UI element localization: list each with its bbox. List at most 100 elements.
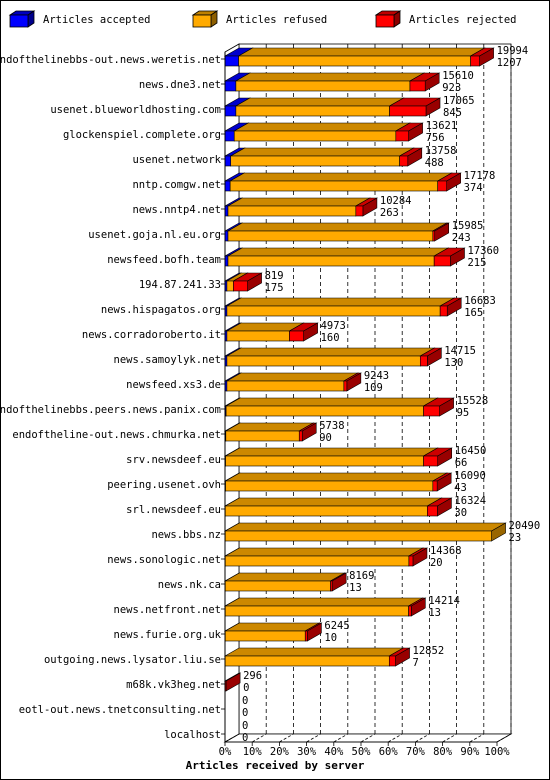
y-category-label-21: news.nk.ca [158,579,221,591]
legend-label-rejected: Articles rejected [409,14,516,26]
bar-segment-refused [235,105,390,117]
bar-segment-rejected [439,305,448,317]
x-tick-label-10: 100% [484,746,510,758]
floor-line-7 [415,733,430,743]
bar-segment-refused [227,230,434,242]
y-category-label-5: nntp.comgw.net [132,179,221,191]
bar-segment-rejected [388,655,396,667]
value-label-accepted-6: 263 [380,207,399,219]
bar-segment-rejected [423,405,440,417]
bar-segment-refused [226,280,234,292]
value-label-accepted-26: 0 [242,707,248,719]
bar-segment-rejected [408,605,412,617]
bar-group-24 [223,647,411,667]
value-label-total-0: 19994 [497,45,529,57]
bar-group-13 [223,372,362,392]
bar-top-refused [224,547,425,557]
bar-segment-rejected [432,230,436,242]
y-category-label-3: glockenspiel.complete.org [63,129,221,141]
bar-segment-refused [227,255,435,267]
y-category-label-0: endofthelinebbs-out.news.weretis.net [0,54,221,66]
bar-segment-refused [233,130,397,142]
x-tick-label-4: 40% [324,746,344,758]
bar-segment-refused [225,480,434,492]
bar-group-20 [223,547,429,567]
bar-segment-rejected [433,255,451,267]
bar-group-7 [223,222,450,242]
bar-top-refused [225,347,436,357]
bar-segment-rejected [233,280,248,292]
bar-segment-refused [235,80,411,92]
value-label-total-7: 15985 [452,220,484,232]
bar-group-15 [223,422,318,442]
x-tick-label-7: 70% [406,746,426,758]
y-category-label-18: srl.newsdeef.eu [126,504,221,516]
floor-line-8 [442,733,457,743]
bar-segment-refused [238,55,471,67]
value-label-accepted-20: 20 [430,557,443,569]
bar-group-9 [223,272,263,292]
y-category-label-22: news.netfront.net [114,604,221,616]
value-label-total-11: 4973 [321,320,346,332]
bar-top-refused [224,497,443,507]
bar-segment-rejected [298,430,303,442]
bar-segment-rejected [355,205,364,217]
bar-segment-refused [225,455,424,467]
value-label-total-23: 6245 [324,620,349,632]
value-label-accepted-4: 488 [425,157,444,169]
bar-top-refused [234,72,426,82]
bar-group-10 [223,297,463,317]
bar-segment-refused [224,530,492,542]
bar-segment-rejected [330,580,333,592]
bar-segment-refused [226,305,441,317]
bar-segment-refused [227,205,357,217]
y-category-label-1: news.dne3.net [139,79,221,91]
bar-top-refused [224,522,507,532]
bar-top-refused [224,472,448,482]
bar-group-11 [223,322,319,342]
bar-segment-refused [230,155,400,167]
value-label-accepted-18: 30 [454,507,467,519]
value-label-total-22: 14214 [428,595,460,607]
value-label-total-3: 13621 [426,120,458,132]
value-label-total-14: 15528 [457,395,489,407]
value-label-accepted-22: 13 [428,607,441,619]
y-category-label-7: usenet.goja.nl.eu.org [88,229,221,241]
bar-segment-refused [226,355,421,367]
value-label-accepted-17: 43 [454,482,467,494]
y-category-label-16: srv.newsdeef.eu [126,454,221,466]
value-label-total-12: 14715 [444,345,476,357]
bar-group-16 [223,447,453,467]
bar-top-refused [226,197,371,207]
y-category-label-13: newsfeed.xs3.de [126,379,221,391]
value-label-accepted-14: 95 [457,407,470,419]
bar-top-refused [225,372,359,382]
y-category-label-23: news.furie.org.uk [114,629,222,641]
bar-group-21 [223,572,348,592]
bar-group-22 [223,597,427,617]
value-label-accepted-7: 243 [452,232,471,244]
floor-line-9 [469,733,484,743]
legend-label-refused: Articles refused [226,14,327,26]
bar-top-refused [229,147,415,157]
value-label-total-25: 296 [243,670,262,682]
value-label-total-10: 16683 [464,295,496,307]
bar-group-23 [223,622,323,642]
bar-group-12 [223,347,443,367]
x-tick-label-0: 0% [219,746,232,758]
bar-segment-refused [224,655,390,667]
bar-segment-refused [224,580,331,592]
y-category-label-10: news.hispagatos.org [101,304,221,316]
value-label-accepted-27: 0 [242,732,248,744]
legend-label-accepted: Articles accepted [43,14,150,26]
value-label-accepted-12: 130 [444,357,463,369]
bar-segment-rejected [395,130,409,142]
y-category-label-26: eotl-out.news.tnetconsulting.net [19,704,221,716]
x-tick-label-8: 80% [433,746,453,758]
x-tick-label-3: 30% [297,746,317,758]
legend-item-accepted: Articles accepted [8,10,150,28]
bar-group-5 [223,172,462,192]
value-label-accepted-16: 66 [455,457,468,469]
value-label-accepted-3: 756 [426,132,445,144]
